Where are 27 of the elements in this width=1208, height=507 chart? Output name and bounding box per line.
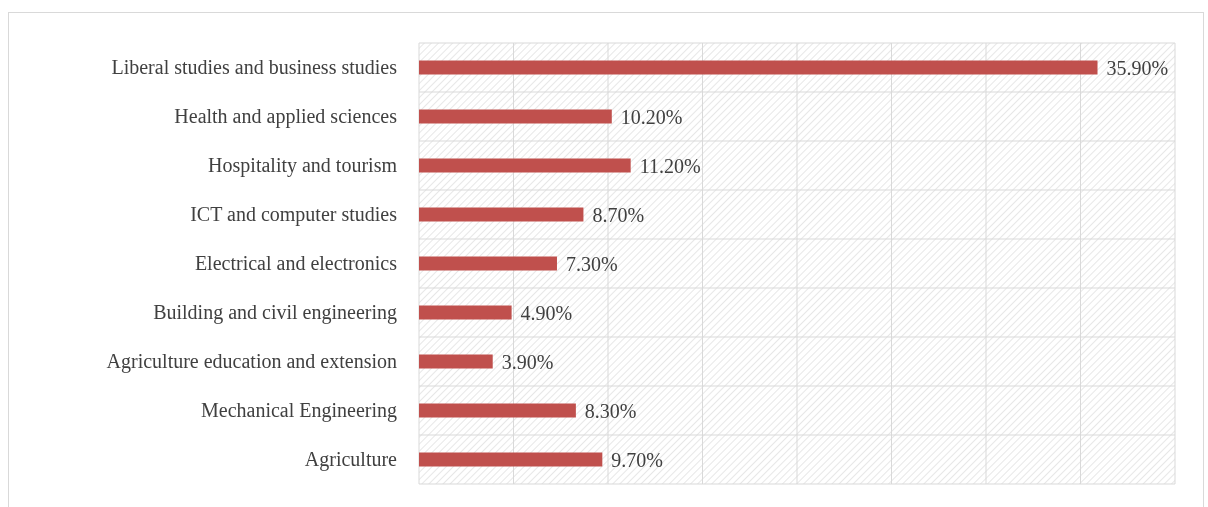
bar bbox=[419, 109, 612, 124]
y-tick-label: Electrical and electronics bbox=[194, 251, 398, 274]
bar bbox=[419, 60, 1098, 75]
bar bbox=[419, 403, 576, 418]
bar bbox=[419, 452, 603, 467]
bar bbox=[419, 256, 557, 271]
data-label: 9.70% bbox=[611, 448, 663, 471]
y-tick-label: Agriculture bbox=[304, 447, 398, 471]
y-tick-label: Health and applied sciences bbox=[174, 104, 398, 128]
data-label: 8.70% bbox=[592, 203, 645, 226]
bar bbox=[419, 207, 584, 222]
data-label: 8.30% bbox=[584, 399, 637, 422]
data-label: 35.90% bbox=[1106, 56, 1169, 79]
y-tick-label: Agriculture education and extension bbox=[106, 349, 397, 373]
data-label: 4.90% bbox=[520, 301, 573, 324]
y-tick-label: Building and civil engineering bbox=[153, 300, 397, 324]
data-label: 11.20% bbox=[639, 154, 701, 177]
bar bbox=[419, 158, 631, 173]
y-tick-label: Liberal studies and business studies bbox=[111, 55, 398, 78]
data-label: 3.90% bbox=[501, 350, 554, 373]
bar bbox=[419, 354, 493, 369]
y-tick-label: Hospitality and tourism bbox=[208, 153, 398, 177]
bar bbox=[419, 305, 512, 320]
y-tick-label: Mechanical Engineering bbox=[200, 398, 397, 422]
data-label: 10.20% bbox=[620, 105, 683, 128]
data-label: 7.30% bbox=[565, 252, 618, 275]
y-tick-label: ICT and computer studies bbox=[190, 202, 398, 226]
